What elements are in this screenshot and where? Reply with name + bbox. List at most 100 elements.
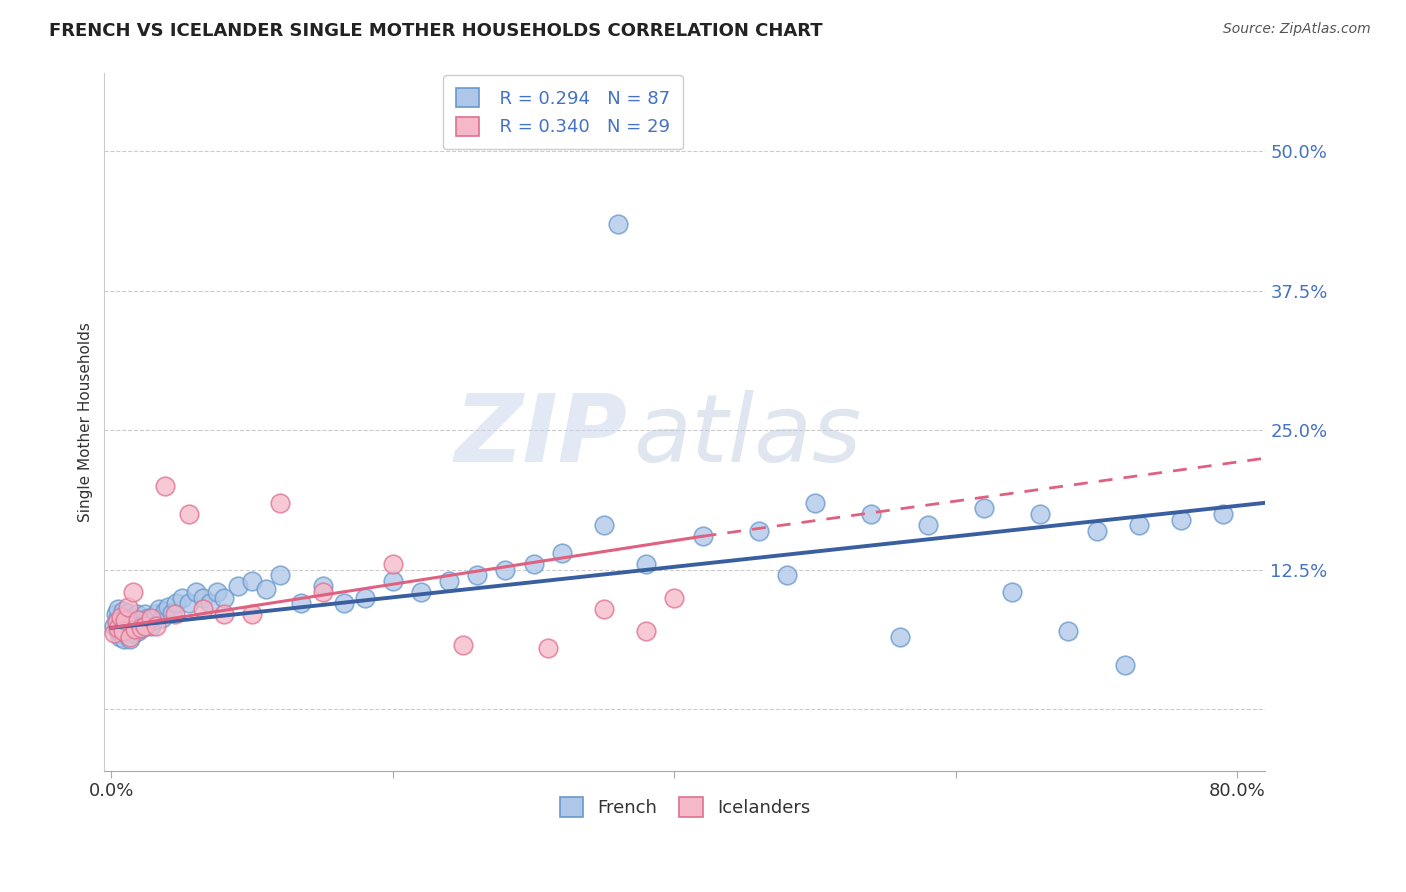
Point	[105, 615, 128, 630]
Point	[111, 624, 134, 639]
Point	[118, 630, 141, 644]
Point	[889, 630, 911, 644]
Point	[437, 574, 460, 588]
Point	[311, 585, 333, 599]
Point	[139, 618, 162, 632]
Point	[118, 632, 141, 646]
Point	[153, 479, 176, 493]
Point	[269, 496, 291, 510]
Point	[135, 615, 157, 630]
Point	[973, 501, 995, 516]
Point	[165, 596, 187, 610]
Point	[269, 568, 291, 582]
Point	[115, 615, 138, 630]
Point	[495, 563, 517, 577]
Point	[664, 591, 686, 605]
Point	[860, 507, 883, 521]
Point	[103, 626, 125, 640]
Point	[117, 620, 139, 634]
Point	[114, 613, 136, 627]
Point	[118, 613, 141, 627]
Point	[114, 621, 136, 635]
Point	[127, 613, 149, 627]
Point	[1212, 507, 1234, 521]
Text: ZIP: ZIP	[454, 390, 627, 482]
Point	[139, 611, 162, 625]
Point	[1085, 524, 1108, 538]
Y-axis label: Single Mother Households: Single Mother Households	[79, 322, 93, 522]
Point	[108, 630, 131, 644]
Point	[117, 599, 139, 614]
Point	[748, 524, 770, 538]
Point	[145, 607, 167, 622]
Point	[551, 546, 574, 560]
Point	[121, 585, 143, 599]
Point	[105, 613, 128, 627]
Point	[205, 585, 228, 599]
Point	[1114, 657, 1136, 672]
Legend: French, Icelanders: French, Icelanders	[553, 790, 817, 824]
Point	[381, 574, 404, 588]
Point	[332, 596, 354, 610]
Point	[184, 585, 207, 599]
Point	[112, 615, 135, 630]
Point	[103, 618, 125, 632]
Point	[636, 624, 658, 639]
Point	[145, 618, 167, 632]
Point	[122, 617, 145, 632]
Point	[110, 626, 132, 640]
Point	[917, 518, 939, 533]
Point	[636, 557, 658, 571]
Point	[1128, 518, 1150, 533]
Text: atlas: atlas	[633, 391, 860, 482]
Point	[170, 591, 193, 605]
Point	[136, 611, 159, 625]
Point	[131, 621, 153, 635]
Point	[132, 615, 155, 630]
Point	[125, 621, 148, 635]
Point	[607, 217, 630, 231]
Point	[129, 613, 152, 627]
Point	[134, 607, 156, 622]
Point	[1170, 512, 1192, 526]
Point	[290, 596, 312, 610]
Point	[191, 591, 214, 605]
Point	[112, 632, 135, 646]
Point	[125, 607, 148, 622]
Point	[160, 607, 183, 621]
Point	[110, 609, 132, 624]
Point	[117, 607, 139, 621]
Point	[108, 613, 131, 627]
Point	[120, 618, 142, 632]
Point	[593, 518, 616, 533]
Point	[111, 622, 134, 636]
Point	[121, 624, 143, 639]
Point	[311, 580, 333, 594]
Text: Source: ZipAtlas.com: Source: ZipAtlas.com	[1223, 22, 1371, 37]
Point	[537, 640, 560, 655]
Point	[153, 604, 176, 618]
Point	[148, 602, 170, 616]
Point	[1057, 624, 1080, 639]
Point	[127, 624, 149, 639]
Point	[115, 626, 138, 640]
Point	[104, 607, 127, 622]
Point	[381, 557, 404, 571]
Point	[124, 613, 146, 627]
Point	[142, 613, 165, 627]
Point	[523, 557, 546, 571]
Point	[254, 582, 277, 596]
Point	[1029, 507, 1052, 521]
Point	[191, 602, 214, 616]
Point	[121, 611, 143, 625]
Point	[1001, 585, 1024, 599]
Point	[163, 607, 186, 622]
Point	[177, 596, 200, 610]
Point	[124, 622, 146, 636]
Point	[451, 638, 474, 652]
Point	[107, 624, 129, 639]
Point	[134, 618, 156, 632]
Point	[177, 507, 200, 521]
Point	[692, 529, 714, 543]
Point	[198, 596, 221, 610]
